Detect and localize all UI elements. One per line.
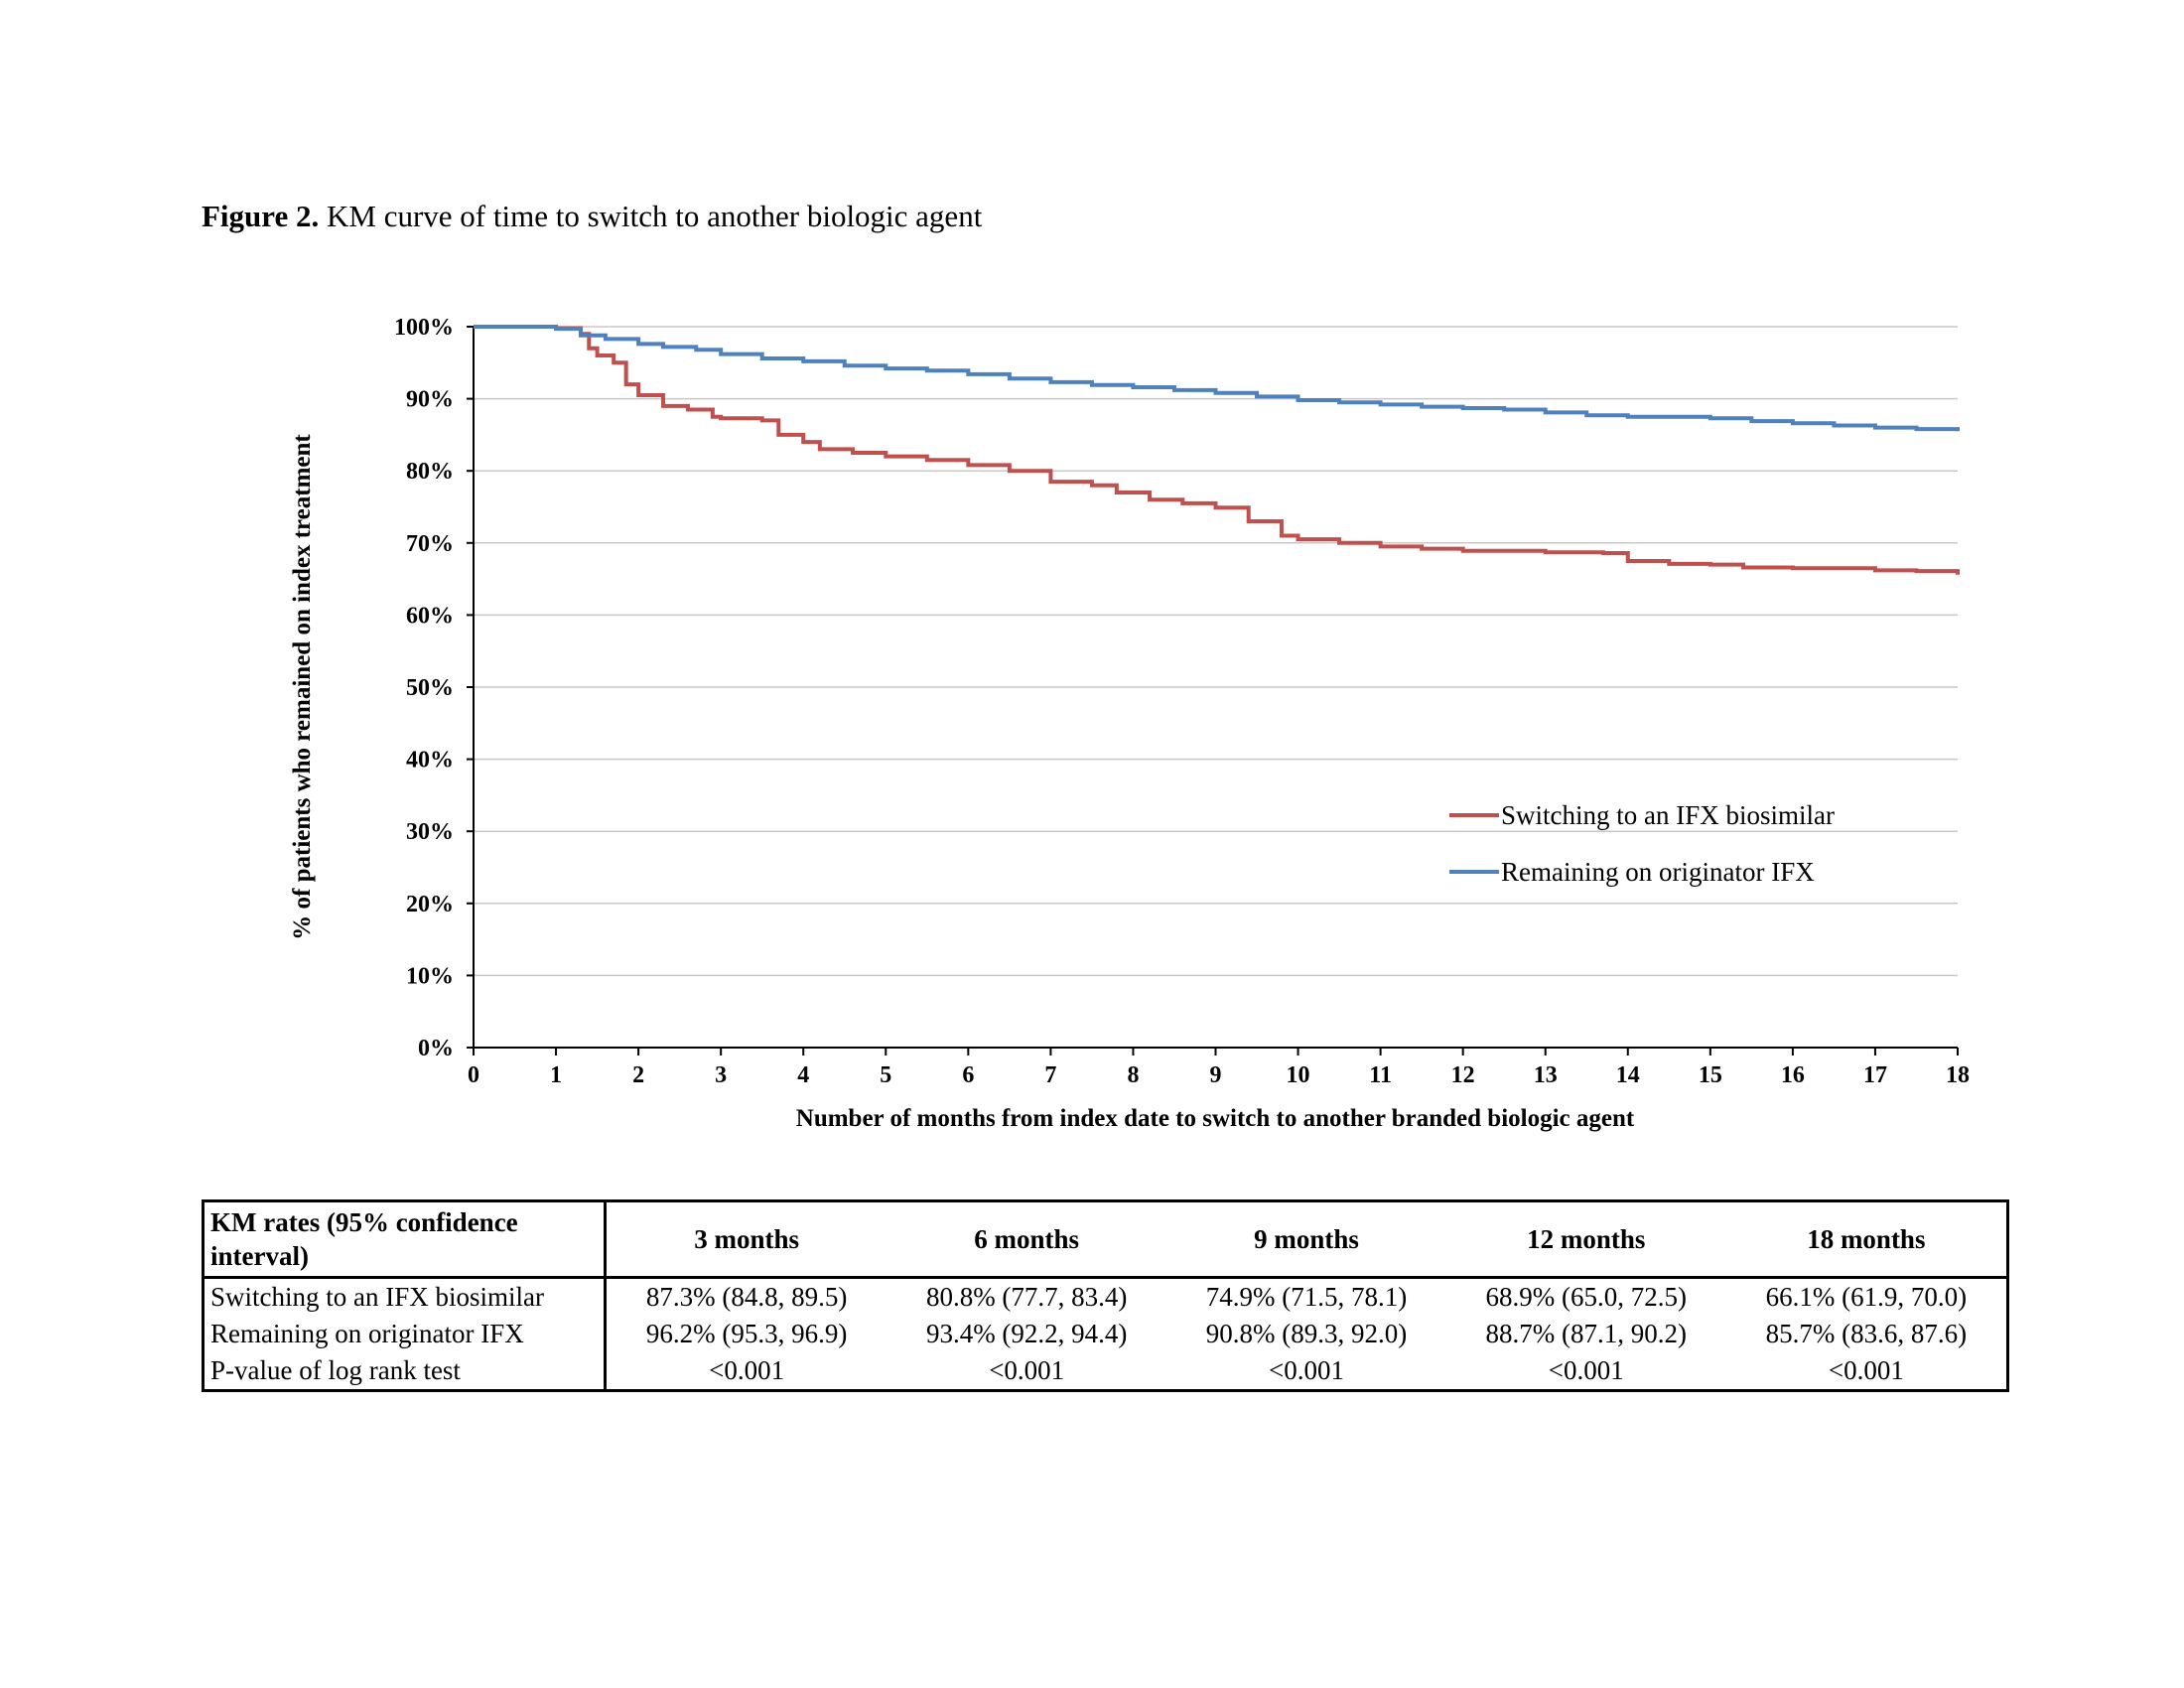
y-tick-label: 40%: [406, 748, 454, 774]
x-tick-label: 18: [1946, 1062, 1970, 1088]
table-header-col: 3 months: [605, 1200, 887, 1279]
x-tick-label: 12: [1451, 1062, 1475, 1088]
x-tick-label: 2: [632, 1062, 644, 1088]
table-header-col: 12 months: [1445, 1200, 1726, 1279]
row-label: P-value of log rank test: [203, 1352, 607, 1391]
y-tick-label: 0%: [418, 1036, 454, 1061]
table-header-col: 6 months: [887, 1200, 1167, 1279]
x-tick-label: 6: [962, 1062, 974, 1088]
x-tick-label: 9: [1210, 1062, 1222, 1088]
y-tick-label: 80%: [406, 459, 454, 485]
y-tick-label: 100%: [394, 315, 454, 341]
table-cell: 85.7% (83.6, 87.6): [1765, 1319, 1968, 1348]
figure-label: Figure 2.: [202, 199, 320, 233]
series-group: [474, 325, 1960, 575]
x-tick-label: 8: [1127, 1062, 1139, 1088]
y-tick-label: 20%: [406, 892, 454, 917]
y-tick-label: 70%: [406, 531, 454, 557]
series-line-originator: [474, 325, 1960, 432]
x-tick-label: 5: [880, 1062, 891, 1088]
table-header-col: 9 months: [1166, 1200, 1446, 1279]
table-cell: 93.4% (92.2, 94.4): [925, 1319, 1128, 1348]
x-tick-label: 10: [1287, 1062, 1310, 1088]
row-label: Switching to an IFX biosimilar: [203, 1277, 607, 1316]
table-cell: 90.8% (89.3, 92.0): [1205, 1319, 1408, 1348]
table-cell: 66.1% (61.9, 70.0): [1765, 1282, 1968, 1312]
x-tick-label: 15: [1699, 1062, 1722, 1088]
legend-label: Remaining on originator IFX: [1501, 857, 1815, 887]
x-tick-label: 0: [468, 1062, 479, 1088]
x-tick-label: 4: [797, 1062, 809, 1088]
y-tick-label: 50%: [406, 675, 454, 701]
table-cell: 68.9% (65.0, 72.5): [1485, 1282, 1688, 1312]
legend: Switching to an IFX biosimilar Remaining …: [1449, 800, 1835, 887]
table-cell: 74.9% (71.5, 78.1): [1205, 1282, 1408, 1312]
table-header-row: KM rates (95% confidence interval) 3 mon…: [203, 1200, 2008, 1279]
x-tick-label: 14: [1616, 1062, 1640, 1088]
x-tick-label: 3: [715, 1062, 727, 1088]
y-tick-label: 10%: [406, 963, 454, 989]
gridlines: [474, 326, 1958, 977]
x-tick-label: 7: [1044, 1062, 1056, 1088]
y-axis-ticks: 0% 10% 20% 30% 40% 50% 60% 70% 80% 90% 100%: [394, 315, 474, 1061]
x-tick-label: 1: [550, 1062, 562, 1088]
x-tick-label: 11: [1369, 1062, 1392, 1088]
y-tick-label: 30%: [406, 819, 454, 845]
series-line-biosimilar: [474, 325, 1960, 575]
y-tick-label: 60%: [406, 603, 454, 629]
x-tick-label: 16: [1781, 1062, 1805, 1088]
x-tick-label: 13: [1534, 1062, 1558, 1088]
table-row: Switching to an IFX biosimilar 87.3% (84…: [203, 1277, 2008, 1316]
table-row: P-value of log rank test <0.001 <0.001 <…: [203, 1352, 2008, 1391]
table-row: Remaining on originator IFX 96.2% (95.3,…: [203, 1316, 2008, 1352]
row-label: Remaining on originator IFX: [203, 1316, 607, 1352]
x-axis-label: Number of months from index date to swit…: [796, 1105, 1635, 1132]
table-cell: 88.7% (87.1, 90.2): [1485, 1319, 1688, 1348]
table-cell: <0.001: [1548, 1355, 1624, 1385]
table-cell: <0.001: [989, 1355, 1065, 1385]
figure-caption: Figure 2. KM curve of time to switch to …: [202, 199, 982, 234]
figure-title: KM curve of time to switch to another bi…: [327, 199, 983, 233]
x-tick-label: 17: [1863, 1062, 1887, 1088]
table-header-first: KM rates (95% confidence interval): [203, 1200, 607, 1279]
table-cell: 80.8% (77.7, 83.4): [925, 1282, 1128, 1312]
table-cell: <0.001: [709, 1355, 785, 1385]
y-axis-label: % of patients who remained on index trea…: [289, 434, 316, 940]
x-axis-ticks: 0 1 2 3 4 5 6 7 8 9 10 11 12 13 14 15 16 17 18: [468, 1048, 1970, 1088]
y-tick-label: 90%: [406, 387, 454, 413]
table-header-col: 18 months: [1725, 1200, 2008, 1279]
km-rates-table: KM rates (95% confidence interval) 3 mon…: [202, 1199, 2009, 1392]
table-cell: <0.001: [1268, 1355, 1344, 1385]
legend-label: Switching to an IFX biosimilar: [1501, 800, 1835, 830]
table-cell: <0.001: [1828, 1355, 1904, 1385]
table-cell: 87.3% (84.8, 89.5): [645, 1282, 848, 1312]
table-cell: 96.2% (95.3, 96.9): [645, 1319, 848, 1348]
